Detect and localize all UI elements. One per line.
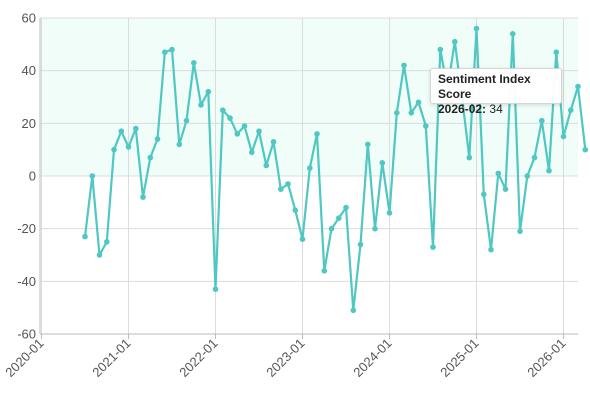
data-point[interactable] [408, 110, 415, 116]
x-tick-label: 2021-01 [89, 336, 133, 380]
data-point[interactable] [437, 46, 444, 53]
data-point[interactable] [147, 154, 154, 161]
y-tick-label: 40 [22, 63, 36, 78]
tooltip-row: 2026-02: 34 [438, 102, 554, 117]
data-point[interactable] [372, 225, 378, 232]
data-point[interactable] [510, 31, 516, 37]
data-point[interactable] [401, 62, 407, 69]
data-point[interactable] [379, 160, 386, 166]
data-point[interactable] [365, 141, 371, 148]
data-point[interactable] [531, 154, 538, 161]
data-point[interactable] [299, 236, 306, 242]
data-point[interactable] [539, 117, 545, 124]
data-point[interactable] [111, 146, 117, 153]
data-point[interactable] [423, 123, 429, 129]
data-point[interactable] [162, 49, 168, 55]
data-point[interactable] [125, 144, 132, 150]
tooltip-key: 2026-02: [438, 102, 487, 116]
x-tick-label: 2026-01 [524, 336, 568, 380]
data-point[interactable] [517, 228, 523, 235]
data-point[interactable] [154, 136, 161, 142]
x-tick-label: 2023-01 [263, 336, 307, 380]
data-point[interactable] [495, 170, 502, 177]
data-point[interactable] [263, 162, 270, 169]
data-point[interactable] [350, 307, 357, 314]
data-point[interactable] [488, 246, 494, 253]
data-point[interactable] [394, 110, 400, 116]
data-point[interactable] [89, 173, 96, 179]
data-point[interactable] [212, 286, 219, 293]
data-point[interactable] [270, 139, 277, 145]
data-point[interactable] [502, 186, 509, 192]
data-point[interactable] [227, 115, 233, 121]
y-tick-label: -20 [17, 221, 36, 236]
data-point[interactable] [473, 25, 480, 32]
x-tick-label: 2025-01 [437, 336, 481, 380]
data-point[interactable] [220, 107, 226, 113]
data-point[interactable] [118, 128, 125, 134]
data-point[interactable] [553, 49, 560, 55]
y-tick-label: 60 [22, 11, 36, 26]
tooltip: Sentiment Index Score 2026-02: 34 [430, 68, 562, 116]
data-point[interactable] [96, 252, 103, 258]
data-point[interactable] [560, 133, 567, 140]
data-point[interactable] [481, 191, 487, 198]
data-point[interactable] [191, 60, 197, 66]
data-point[interactable] [234, 131, 241, 137]
data-point[interactable] [241, 123, 248, 129]
data-point[interactable] [386, 210, 393, 216]
x-tick-label: 2022-01 [176, 336, 220, 380]
y-axis-ticks: -60 -40 -20 0 20 40 60 [17, 11, 36, 342]
data-point[interactable] [336, 215, 342, 221]
y-tick-label: -60 [17, 327, 36, 342]
tooltip-title: Sentiment Index Score [438, 72, 531, 101]
data-point[interactable] [546, 167, 552, 174]
data-point[interactable] [205, 88, 212, 95]
data-point[interactable] [198, 102, 204, 108]
series-points [82, 25, 589, 314]
x-axis-ticks: 2020-01 2021-01 2022-01 2023-01 2024-01 2025-… [2, 334, 569, 380]
data-point[interactable] [249, 149, 255, 156]
data-point[interactable] [307, 165, 313, 171]
x-tick-label: 2020-01 [2, 336, 46, 380]
data-point[interactable] [430, 244, 436, 250]
data-point[interactable] [524, 173, 531, 179]
data-point[interactable] [292, 207, 299, 213]
data-point[interactable] [183, 117, 190, 124]
data-point[interactable] [466, 154, 473, 161]
tooltip-value: 34 [489, 102, 503, 116]
data-point[interactable] [582, 146, 589, 153]
data-point[interactable] [169, 46, 175, 53]
data-point[interactable] [176, 141, 183, 148]
data-point[interactable] [415, 99, 422, 106]
y-tick-label: -40 [17, 274, 36, 289]
data-point[interactable] [343, 204, 349, 211]
series-line [83, 27, 587, 312]
data-point[interactable] [328, 225, 335, 232]
data-point[interactable] [140, 194, 146, 200]
data-point[interactable] [321, 268, 328, 274]
data-point[interactable] [575, 83, 581, 90]
data-point[interactable] [568, 107, 574, 113]
data-point[interactable] [357, 241, 364, 248]
data-point[interactable] [285, 181, 291, 187]
data-point[interactable] [278, 186, 284, 192]
data-point[interactable] [133, 125, 139, 132]
data-point[interactable] [314, 131, 320, 137]
data-point[interactable] [104, 239, 110, 245]
y-tick-label: 0 [29, 169, 36, 184]
data-point[interactable] [452, 38, 458, 45]
x-tick-label: 2024-01 [350, 336, 394, 380]
y-tick-label: 20 [22, 116, 36, 131]
data-point[interactable] [256, 128, 262, 134]
data-point[interactable] [82, 233, 88, 240]
axes [39, 18, 578, 335]
